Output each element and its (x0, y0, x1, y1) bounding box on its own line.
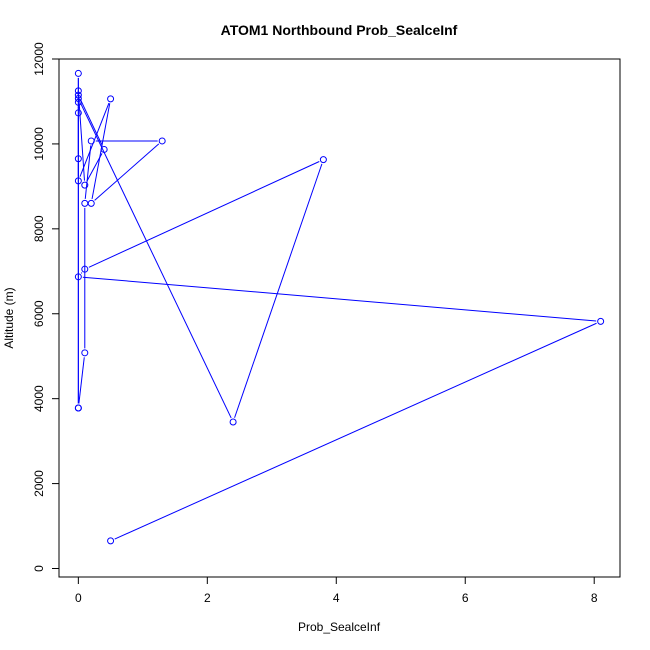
y-tick-label: 4000 (32, 385, 46, 412)
plot-frame (58, 58, 621, 578)
series-segment (84, 145, 92, 199)
data-point (81, 199, 89, 207)
series-segment (88, 161, 320, 268)
data-point (107, 537, 115, 545)
data-point (74, 273, 82, 281)
y-tick-label: 0 (32, 565, 46, 572)
data-point (81, 349, 89, 357)
x-tick-label: 8 (591, 591, 598, 605)
data-point (100, 145, 108, 153)
data-point (74, 404, 82, 412)
y-tick-label: 2000 (32, 470, 46, 497)
data-point (74, 91, 82, 99)
data-point (319, 156, 327, 164)
data-point (81, 181, 89, 189)
data-point (74, 177, 82, 185)
series-segment (78, 357, 85, 404)
series-segment (79, 98, 103, 146)
data-point (74, 87, 82, 95)
x-tick-label: 0 (75, 591, 82, 605)
data-point (229, 418, 237, 426)
series-segment (82, 276, 597, 322)
y-tick-label: 6000 (32, 300, 46, 327)
data-point (107, 95, 115, 103)
series-segment (114, 322, 597, 540)
y-tick-label: 10000 (32, 127, 46, 161)
x-tick-label: 4 (333, 591, 340, 605)
x-tick-label: 6 (462, 591, 469, 605)
series-segment (91, 103, 111, 200)
data-point (74, 98, 82, 106)
series-layer (74, 69, 605, 545)
y-tick-label: 12000 (32, 42, 46, 76)
x-tick-label: 2 (204, 591, 211, 605)
data-point (87, 137, 95, 145)
series-segment (94, 143, 160, 201)
data-point (87, 199, 95, 207)
x-axis: 0 2 4 6 8 (75, 576, 598, 605)
series-segment (234, 163, 323, 418)
y-tick-label: 8000 (32, 215, 46, 242)
data-point (81, 265, 89, 273)
series-segment (80, 272, 83, 274)
data-point (74, 109, 82, 117)
data-point (74, 69, 82, 77)
series-segment (79, 102, 232, 419)
chart-title: ATOM1 Northbound Prob_SealceInf (221, 22, 458, 38)
data-point (158, 137, 166, 145)
x-axis-label: Prob_SealceInf (298, 620, 381, 634)
y-axis: 0 2000 4000 6000 8000 10000 12000 (32, 42, 60, 572)
data-point (74, 94, 82, 102)
y-axis-label: Altitude (m) (2, 287, 16, 348)
data-point (74, 155, 82, 163)
data-point (597, 317, 605, 325)
